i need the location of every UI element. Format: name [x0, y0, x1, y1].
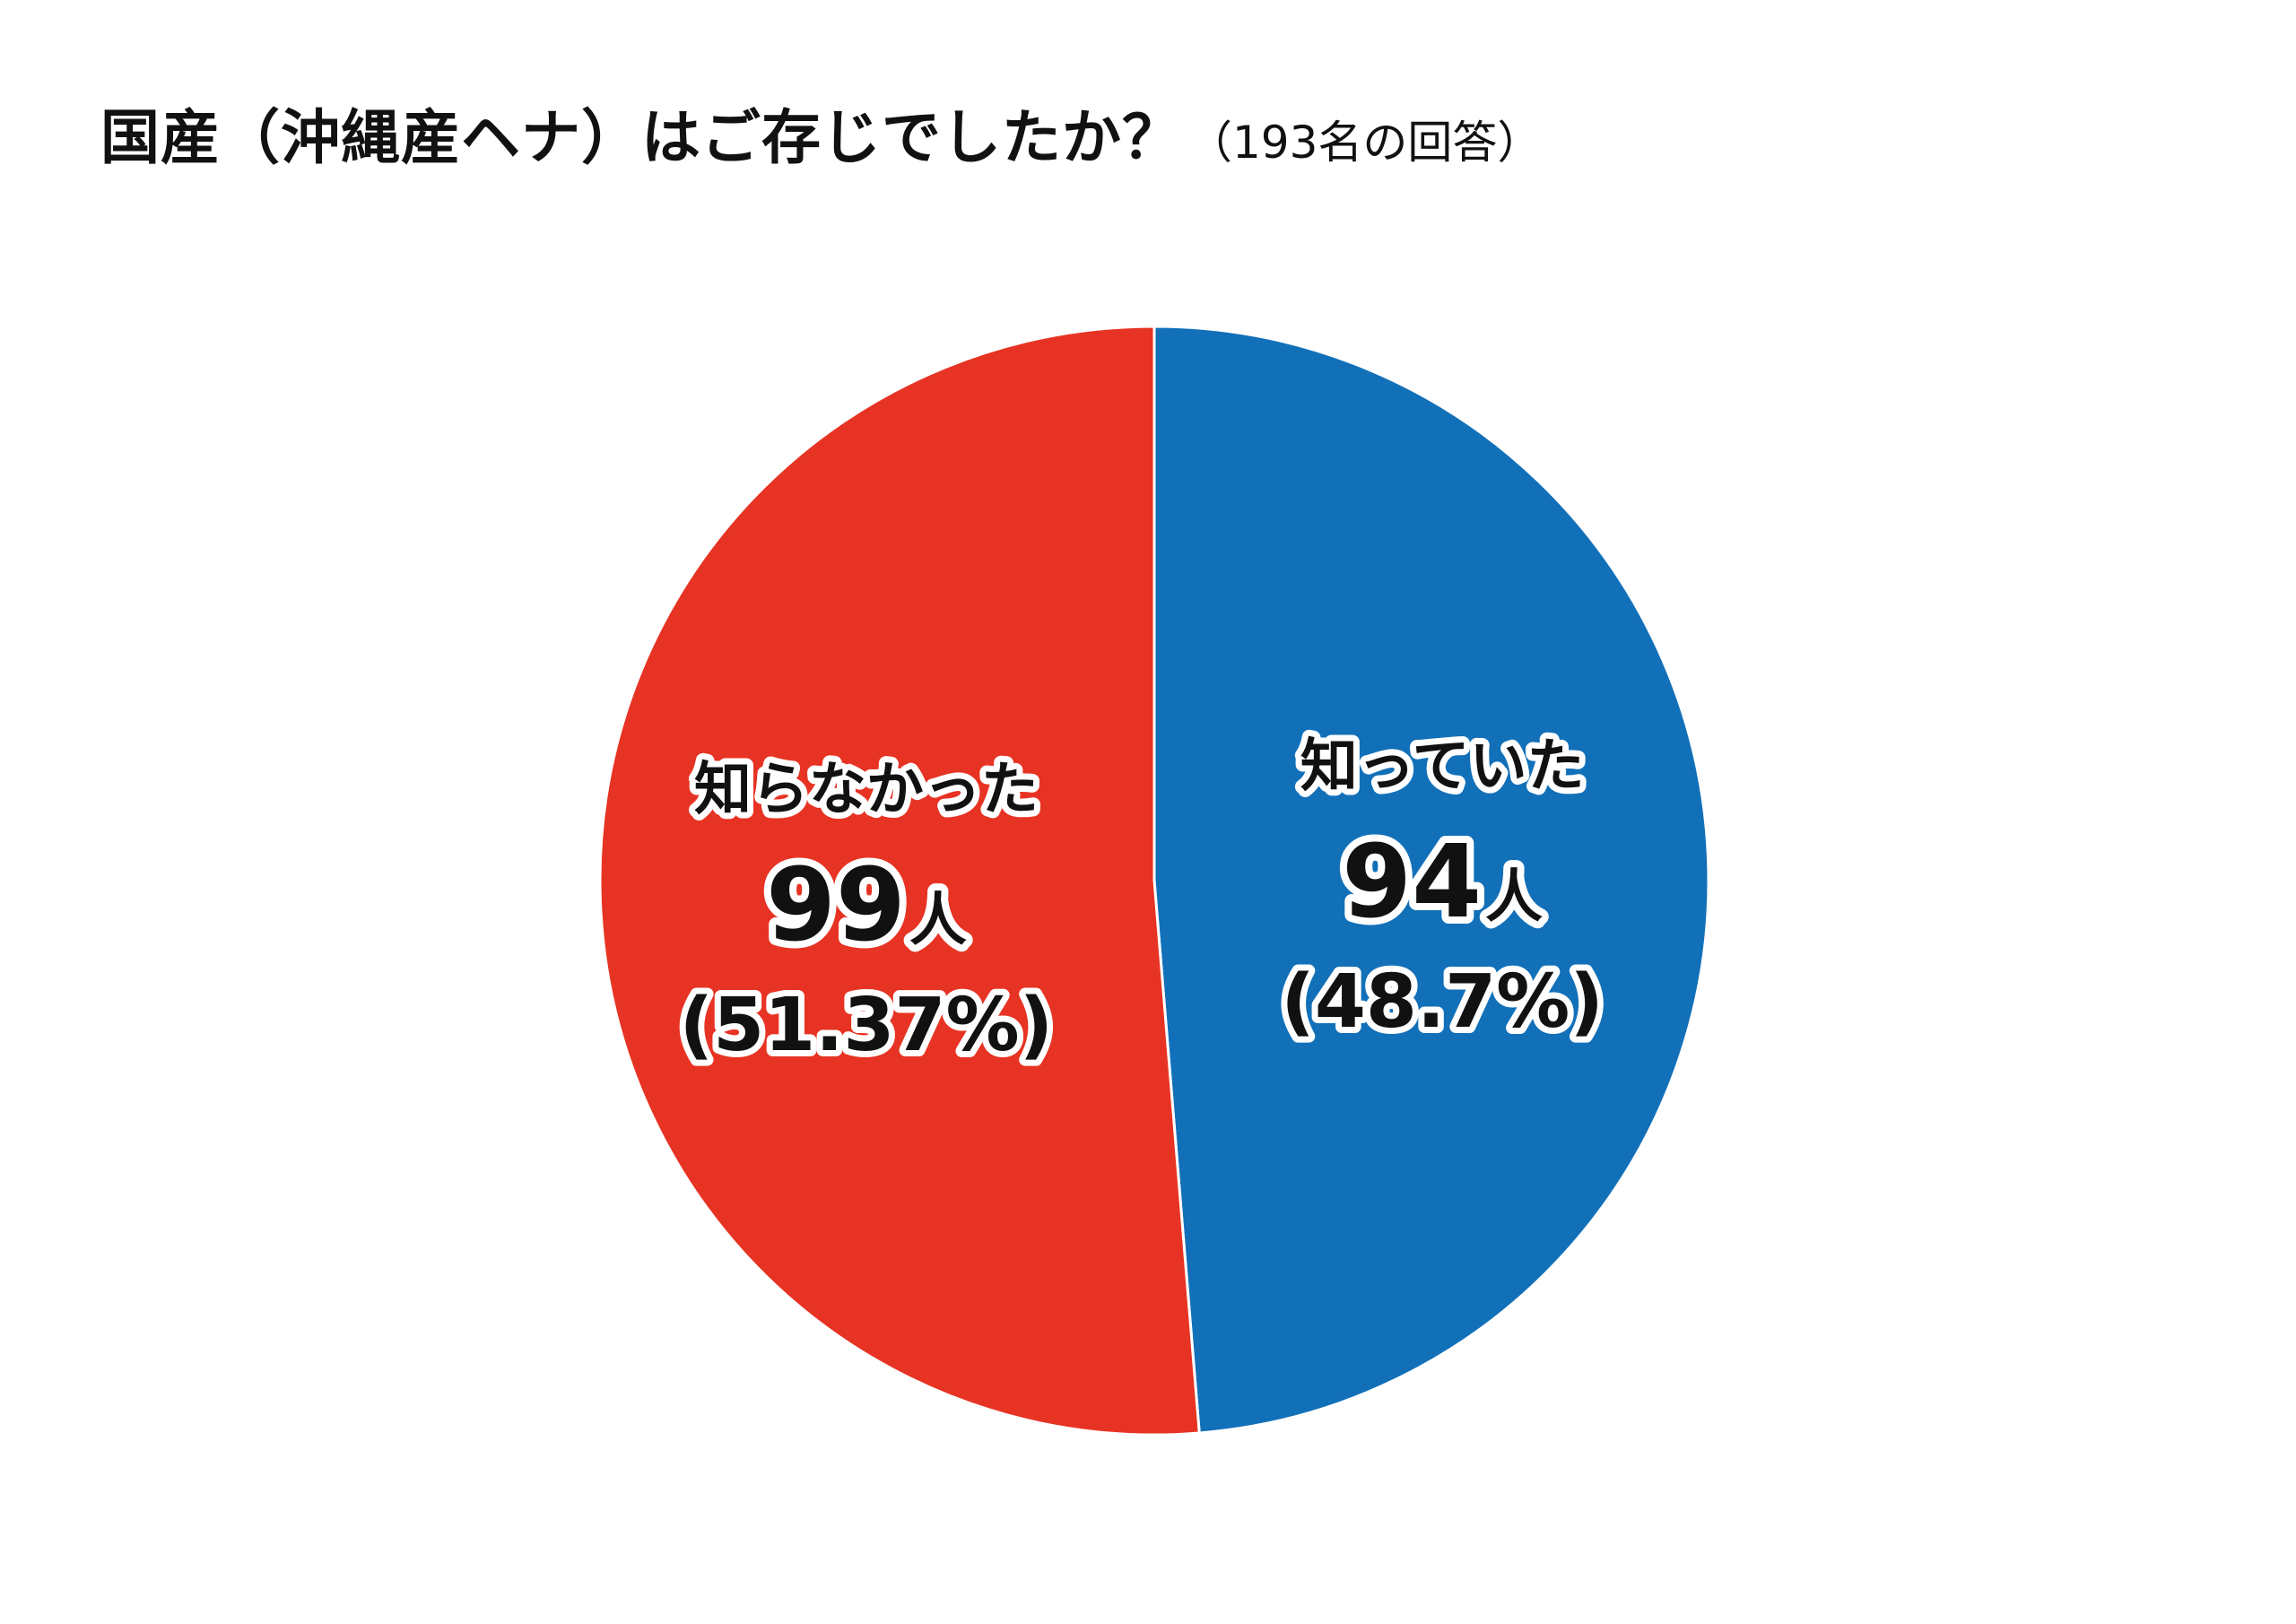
chart-title-main: 国産（沖縄産ヘナ）はご存じでしたか？	[100, 103, 1182, 172]
slice-count-label: 99人	[766, 847, 967, 964]
slice-count-label: 94人	[1342, 824, 1543, 941]
slice-percent-label: (48.7%)	[1281, 960, 1603, 1045]
slice-count-value: 94	[1342, 824, 1482, 941]
slice-count-unit: 人	[1485, 864, 1543, 931]
pie-slice-1	[1152, 325, 1710, 1435]
chart-title: 国産（沖縄産ヘナ）はご存じでしたか？ （193名の回答）	[100, 90, 1542, 176]
slice-count-value: 99	[766, 847, 906, 964]
pie-slices	[598, 325, 1710, 1437]
slice-count-unit: 人	[909, 888, 967, 954]
slice-category-label: 知らなかった	[694, 757, 1039, 823]
chart-title-respondents: （193名の回答）	[1187, 117, 1543, 169]
pie-slice-2	[598, 325, 1201, 1437]
slice-category-label: 知っていた	[1300, 734, 1585, 800]
slice-percent-label: (51.37%)	[680, 983, 1054, 1068]
